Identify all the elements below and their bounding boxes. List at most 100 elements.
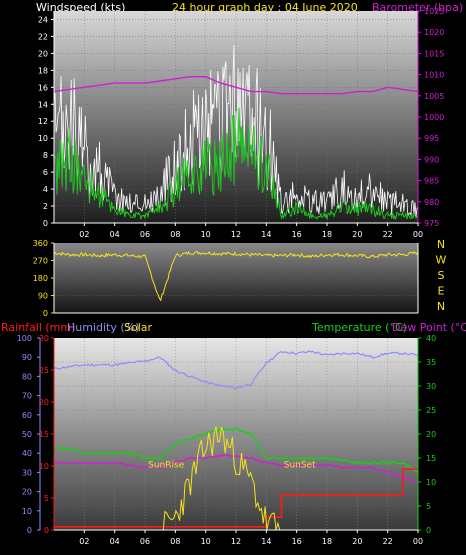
temp-x-tick-label: 10 xyxy=(201,537,211,546)
humidity-tick-label: 50 xyxy=(22,430,32,439)
wind-x-tick-label: 08 xyxy=(170,230,180,239)
windspeed-label: Windspeed (kts) xyxy=(36,1,126,14)
direction-tick-label: 270 xyxy=(33,257,48,266)
windspeed-tick-label: 12 xyxy=(38,117,48,126)
temp-x-tick-label: 02 xyxy=(79,537,89,546)
humidity-tick-label: 20 xyxy=(22,488,32,497)
temperature-tick-label: 40 xyxy=(426,334,436,343)
rainfall-label: Rainfall (mm) xyxy=(1,321,76,334)
humidity-tick-label: 60 xyxy=(22,411,32,420)
temp-x-tick-label: 00 xyxy=(413,537,423,546)
temp-x-tick-label: 22 xyxy=(383,537,393,546)
compass-label-n: N xyxy=(437,300,445,313)
humidity-tick-label: 90 xyxy=(22,353,32,362)
windspeed-tick-label: 14 xyxy=(38,100,48,109)
rainfall-tick-label: 30 xyxy=(39,334,49,343)
temperature-tick-label: 35 xyxy=(426,358,436,367)
sunrise-label: SunRise xyxy=(148,461,185,471)
direction-tick-label: 0 xyxy=(43,309,48,318)
rainfall-tick-label: 0 xyxy=(44,526,49,535)
direction-tick-label: 180 xyxy=(33,274,48,283)
temp-x-tick-label: 06 xyxy=(140,537,150,546)
wind-x-tick-label: 22 xyxy=(383,230,393,239)
barometer-tick-label: 1020 xyxy=(424,28,444,37)
windspeed-tick-label: 8 xyxy=(43,151,48,160)
barometer-tick-label: 1025 xyxy=(424,7,444,16)
wind-x-tick-label: 20 xyxy=(352,230,362,239)
temp-x-tick-label: 04 xyxy=(110,537,120,546)
temperature-tick-label: 25 xyxy=(426,406,436,415)
rainfall-tick-label: 5 xyxy=(44,494,49,503)
temp-x-tick-label: 18 xyxy=(322,537,332,546)
humidity-series-line xyxy=(53,350,419,390)
temperature-label: Temperature (°C) xyxy=(312,321,407,334)
windspeed-tick-label: 18 xyxy=(38,66,48,75)
barometer-tick-label: 990 xyxy=(424,155,439,164)
wind-x-tick-label: 10 xyxy=(201,230,211,239)
wind-x-tick-label: 06 xyxy=(140,230,150,239)
temp-x-tick-label: 14 xyxy=(261,537,271,546)
sunset-label: SunSet xyxy=(284,461,316,471)
temp-x-tick-label: 12 xyxy=(231,537,241,546)
barometer-series-line xyxy=(53,75,419,95)
temperature-series-line xyxy=(53,427,419,474)
graph-title: 24 hour graph day : 04 June 2020 xyxy=(172,1,358,14)
windspeed-tick-label: 0 xyxy=(43,219,48,228)
solar-label: Solar xyxy=(124,321,153,334)
barometer-tick-label: 1005 xyxy=(424,92,444,101)
rainfall-tick-label: 20 xyxy=(39,398,49,407)
direction-series-line xyxy=(53,250,419,302)
barometer-tick-label: 975 xyxy=(424,219,439,228)
compass-label-s: S xyxy=(438,269,445,282)
humidity-tick-label: 100 xyxy=(17,334,32,343)
humidity-tick-label: 30 xyxy=(22,468,32,477)
rainfall-tick-label: 10 xyxy=(39,462,49,471)
wind-x-tick-label: 16 xyxy=(292,230,302,239)
direction-tick-label: 360 xyxy=(33,239,48,248)
humidity-tick-label: 0 xyxy=(27,526,32,535)
barometer-tick-label: 1010 xyxy=(424,71,444,80)
temperature-tick-label: 10 xyxy=(426,478,436,487)
compass-label-n: N xyxy=(437,238,445,251)
windspeed-tick-label: 24 xyxy=(38,15,48,24)
dewpoint-label: Dew Point (°C) xyxy=(392,321,466,334)
compass-label-w: W xyxy=(436,254,447,267)
windspeed-tick-label: 10 xyxy=(38,134,48,143)
humidity-tick-label: 40 xyxy=(22,449,32,458)
temperature-tick-label: 5 xyxy=(426,502,431,511)
barometer-tick-label: 980 xyxy=(424,198,439,207)
humidity-tick-label: 80 xyxy=(22,372,32,381)
dewpoint-series-line xyxy=(53,453,419,484)
windspeed-tick-label: 2 xyxy=(43,202,48,211)
rainfall-tick-label: 15 xyxy=(39,430,49,439)
temp-x-tick-label: 20 xyxy=(352,537,362,546)
barometer-tick-label: 1015 xyxy=(424,49,444,58)
wind-x-tick-label: 12 xyxy=(231,230,241,239)
barometer-tick-label: 995 xyxy=(424,134,439,143)
humidity-tick-label: 70 xyxy=(22,392,32,401)
temperature-tick-label: 0 xyxy=(426,526,431,535)
humidity-tick-label: 10 xyxy=(22,507,32,516)
barometer-label: Barometer (hpa) xyxy=(372,1,464,14)
barometer-tick-label: 1000 xyxy=(424,113,444,122)
rainfall-series-line xyxy=(54,468,418,528)
rainfall-tick-label: 25 xyxy=(39,366,49,375)
compass-label-e: E xyxy=(438,285,445,298)
barometer-tick-label: 985 xyxy=(424,177,439,186)
windspeed-tick-label: 20 xyxy=(38,49,48,58)
temp-x-tick-label: 16 xyxy=(292,537,302,546)
wind-x-tick-label: 04 xyxy=(110,230,120,239)
temperature-tick-label: 15 xyxy=(426,454,436,463)
windspeed-tick-label: 4 xyxy=(43,185,48,194)
direction-tick-label: 90 xyxy=(38,292,48,301)
average-series-line xyxy=(53,107,418,221)
wind-x-tick-label: 02 xyxy=(79,230,89,239)
temperature-tick-label: 30 xyxy=(426,382,436,391)
windspeed-tick-label: 16 xyxy=(38,83,48,92)
windspeed-tick-label: 22 xyxy=(38,32,48,41)
temp-x-tick-label: 08 xyxy=(170,537,180,546)
humidity-label: Humidity (%) xyxy=(67,321,140,334)
windspeed-tick-label: 6 xyxy=(43,168,48,177)
